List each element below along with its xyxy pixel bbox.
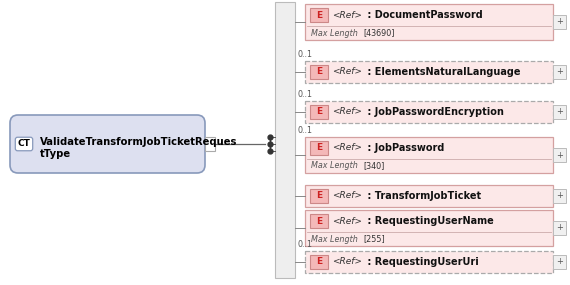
Text: [340]: [340] xyxy=(363,162,384,170)
Bar xyxy=(275,2,295,278)
Text: : TransformJobTicket: : TransformJobTicket xyxy=(364,191,481,201)
Text: E: E xyxy=(316,68,322,76)
Text: Max Length: Max Length xyxy=(311,28,358,38)
Bar xyxy=(305,210,553,246)
Bar xyxy=(310,105,328,119)
Bar xyxy=(305,137,553,173)
Bar xyxy=(553,15,566,29)
Text: E: E xyxy=(316,192,322,201)
Bar xyxy=(553,189,566,203)
Text: E: E xyxy=(316,144,322,152)
Bar xyxy=(553,221,566,235)
Text: 0..1: 0..1 xyxy=(298,50,313,59)
Bar xyxy=(205,137,215,151)
Text: <Ref>: <Ref> xyxy=(332,217,362,225)
Text: +: + xyxy=(556,17,563,27)
Text: 0..1: 0..1 xyxy=(298,90,313,99)
Bar xyxy=(305,4,553,40)
Text: : JobPassword: : JobPassword xyxy=(364,143,445,153)
Bar xyxy=(310,8,328,22)
Bar xyxy=(305,101,553,123)
Bar xyxy=(310,189,328,203)
Bar xyxy=(553,148,566,162)
Bar xyxy=(310,255,328,269)
Bar xyxy=(553,65,566,79)
Bar xyxy=(305,61,553,83)
Text: [255]: [255] xyxy=(363,235,385,243)
Text: <Ref>: <Ref> xyxy=(332,258,362,266)
Bar xyxy=(305,185,553,207)
Text: <Ref>: <Ref> xyxy=(332,144,362,152)
Text: +: + xyxy=(556,223,563,233)
Bar xyxy=(553,105,566,119)
Text: : DocumentPassword: : DocumentPassword xyxy=(364,10,483,20)
Text: E: E xyxy=(316,258,322,266)
Text: +: + xyxy=(556,192,563,201)
Text: [43690]: [43690] xyxy=(363,28,394,38)
FancyBboxPatch shape xyxy=(10,115,205,173)
Text: : RequestingUserUri: : RequestingUserUri xyxy=(364,257,479,267)
Text: : ElementsNaturalLanguage: : ElementsNaturalLanguage xyxy=(364,67,520,77)
Bar xyxy=(310,65,328,79)
Text: CT: CT xyxy=(18,139,30,148)
Text: 0..1: 0..1 xyxy=(298,126,313,135)
Text: E: E xyxy=(316,107,322,117)
Text: 0..1: 0..1 xyxy=(298,0,313,2)
Text: Max Length: Max Length xyxy=(311,162,358,170)
Text: Max Length: Max Length xyxy=(311,235,358,243)
Text: 0..1: 0..1 xyxy=(298,240,313,249)
Text: : RequestingUserName: : RequestingUserName xyxy=(364,216,494,226)
Bar xyxy=(305,251,553,273)
Text: E: E xyxy=(316,11,322,19)
Text: E: E xyxy=(316,217,322,225)
Text: +: + xyxy=(556,107,563,117)
Text: +: + xyxy=(556,150,563,160)
Text: <Ref>: <Ref> xyxy=(332,68,362,76)
Bar xyxy=(310,214,328,228)
Text: +: + xyxy=(556,258,563,266)
Text: <Ref>: <Ref> xyxy=(332,192,362,201)
Text: <Ref>: <Ref> xyxy=(332,107,362,117)
Text: <Ref>: <Ref> xyxy=(332,11,362,19)
Text: +: + xyxy=(556,68,563,76)
Bar xyxy=(310,141,328,155)
Text: : JobPasswordEncryption: : JobPasswordEncryption xyxy=(364,107,504,117)
Text: ValidateTransformJobTicketReques
tType: ValidateTransformJobTicketReques tType xyxy=(40,137,237,158)
Bar xyxy=(553,255,566,269)
